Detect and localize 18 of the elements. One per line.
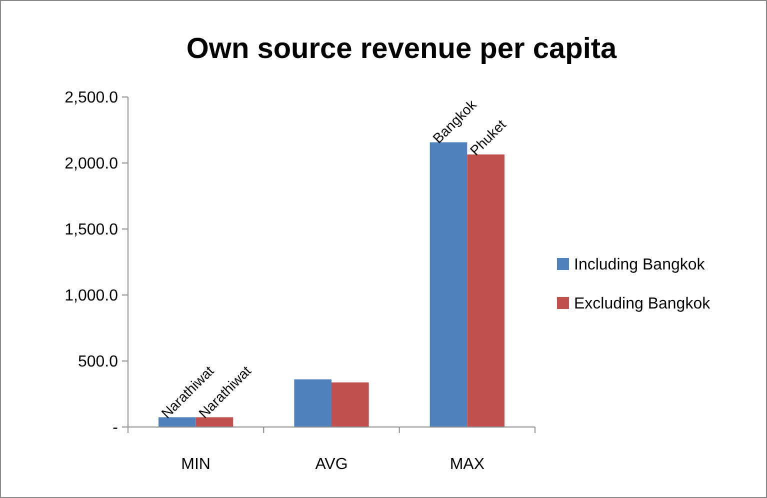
x-tick-label: AVG bbox=[315, 456, 348, 473]
bar bbox=[467, 154, 504, 427]
legend-label: Excluding Bangkok bbox=[574, 296, 712, 313]
y-tick-label: 2,500.0 bbox=[64, 90, 118, 107]
y-tick-label: 1,500.0 bbox=[64, 222, 118, 239]
bar bbox=[196, 417, 234, 427]
x-tick-label: MIN bbox=[181, 456, 210, 473]
y-tick-label: - bbox=[112, 420, 118, 437]
y-tick-label: 1,000.0 bbox=[64, 288, 118, 305]
bar bbox=[430, 142, 468, 427]
legend-label: Including Bangkok bbox=[574, 256, 706, 274]
x-tick-label: MAX bbox=[450, 456, 485, 473]
y-tick-label: 2,000.0 bbox=[64, 156, 118, 173]
bar bbox=[294, 379, 332, 427]
bar bbox=[158, 417, 196, 427]
y-tick-label: 500.0 bbox=[78, 354, 118, 371]
chart-title: Own source revenue per capita bbox=[186, 33, 618, 65]
bar bbox=[332, 382, 369, 427]
